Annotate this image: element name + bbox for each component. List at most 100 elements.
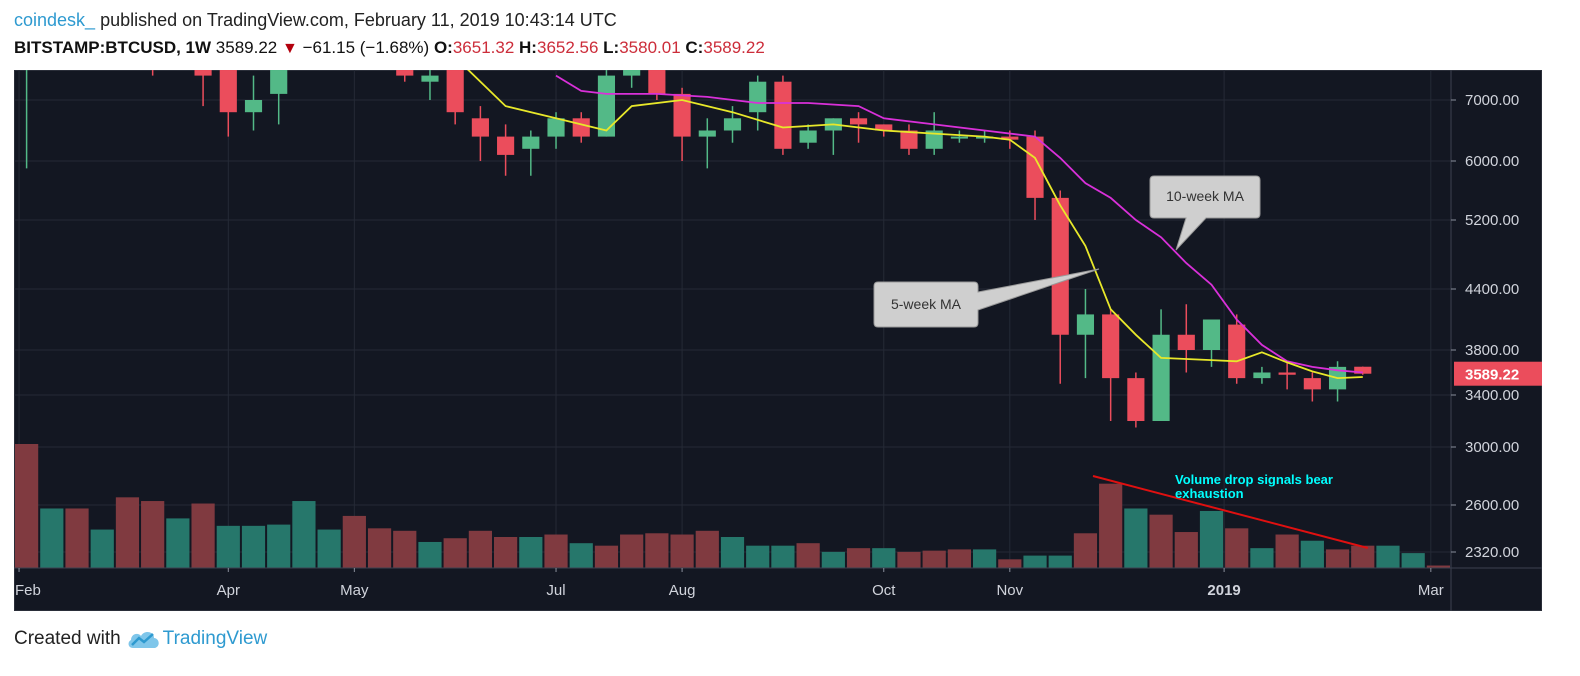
time-tick-label: Aug bbox=[669, 582, 696, 599]
volume-bars bbox=[15, 444, 1450, 568]
down-arrow-icon: ▼ bbox=[281, 40, 298, 57]
candle-body bbox=[1102, 314, 1120, 379]
volume-bar bbox=[443, 538, 467, 568]
open-label: O: bbox=[433, 38, 453, 57]
candle-body bbox=[925, 130, 943, 149]
candle-body bbox=[723, 118, 742, 131]
time-axis: Feb Apr May Jul Aug Oct Nov 2019 Mar bbox=[15, 568, 1444, 599]
volume-bar bbox=[1048, 555, 1072, 568]
time-tick-label: Mar bbox=[1418, 582, 1444, 599]
volume-bar bbox=[1376, 545, 1400, 568]
candle-body bbox=[1152, 334, 1170, 421]
candle-body bbox=[950, 136, 968, 139]
candle-body bbox=[1076, 314, 1095, 335]
volume-bar bbox=[1300, 540, 1324, 568]
candle-body bbox=[648, 70, 666, 94]
candle-body bbox=[446, 70, 464, 113]
volume-bar bbox=[90, 529, 114, 568]
candle-body bbox=[270, 70, 288, 94]
publisher-line: coindesk_ published on TradingView.com, … bbox=[14, 10, 617, 31]
volume-bar bbox=[897, 551, 921, 568]
volume-bar bbox=[1073, 533, 1098, 568]
volume-bar bbox=[65, 508, 89, 568]
candle-body bbox=[623, 70, 641, 76]
volume-bar bbox=[594, 545, 619, 568]
time-tick-label: Apr bbox=[217, 582, 240, 599]
volume-bar bbox=[519, 537, 543, 568]
candle-body bbox=[976, 136, 994, 139]
volume-bar bbox=[141, 501, 165, 568]
volume-bar bbox=[418, 541, 442, 568]
volume-bar bbox=[746, 545, 770, 568]
volume-bar bbox=[317, 529, 341, 568]
chart-background bbox=[14, 70, 1542, 611]
ma10-line bbox=[555, 74, 1363, 374]
volume-bar bbox=[821, 551, 845, 568]
volume-bar bbox=[720, 537, 745, 568]
volume-bar bbox=[166, 518, 190, 568]
price-tick-label: 3800.00 bbox=[1465, 342, 1519, 359]
low-label: L: bbox=[603, 38, 620, 57]
volume-bar bbox=[1023, 555, 1047, 568]
volume-bar bbox=[1225, 528, 1249, 568]
candle-body bbox=[1253, 372, 1271, 379]
time-tick-label: Jul bbox=[546, 582, 565, 599]
candle-body bbox=[1228, 324, 1246, 379]
time-tick-label: Feb bbox=[15, 582, 41, 599]
volume-bar bbox=[1426, 565, 1450, 568]
candle-body bbox=[597, 75, 616, 137]
volume-bar bbox=[40, 508, 64, 568]
volume-bar bbox=[1149, 514, 1173, 568]
candle-body bbox=[1177, 334, 1195, 350]
candle-body bbox=[1051, 197, 1069, 335]
last-price-badge bbox=[1454, 361, 1542, 386]
volume-bar bbox=[796, 543, 820, 568]
publisher-link[interactable]: coindesk_ bbox=[14, 10, 96, 30]
price-tick-label: 3000.00 bbox=[1465, 439, 1519, 456]
price-chart[interactable]: Volume drop signals bear exhaustion 10-wee… bbox=[14, 70, 1542, 611]
volume-bar bbox=[1174, 532, 1198, 568]
candle-body bbox=[673, 93, 691, 137]
price-tick-label: 3400.00 bbox=[1465, 387, 1519, 404]
tradingview-link[interactable]: TradingView bbox=[162, 628, 268, 649]
volume-bar bbox=[670, 534, 694, 568]
volume-bar bbox=[645, 533, 669, 568]
volume-bar bbox=[1275, 534, 1299, 568]
candle-body bbox=[1026, 136, 1044, 198]
low-value: 3580.01 bbox=[619, 38, 681, 57]
candle-body bbox=[1303, 378, 1321, 390]
candle-body bbox=[497, 136, 515, 155]
candle-body bbox=[1001, 136, 1019, 140]
volume-bar bbox=[191, 503, 215, 568]
volume-bar bbox=[872, 548, 896, 568]
tradingview-cloud-icon bbox=[128, 632, 159, 648]
price-tick-label: 2600.00 bbox=[1465, 497, 1519, 514]
candle-body bbox=[1354, 366, 1372, 374]
volume-bar bbox=[973, 549, 997, 568]
last-price-badge-label: 3589.22 bbox=[1465, 367, 1519, 384]
price-axis: 7000.00 6000.00 5200.00 4400.00 3800.00 3400.… bbox=[1451, 92, 1542, 561]
ma5-callout-text: 5-week MA bbox=[891, 296, 962, 312]
price-change: −61.15 (−1.68%) bbox=[302, 38, 430, 57]
ma10-callout-text: 10-week MA bbox=[1166, 188, 1244, 204]
volume-bar bbox=[1325, 549, 1350, 568]
volume-annotation-text: Volume drop signals bear exhaustion bbox=[1175, 472, 1333, 501]
candlesticks bbox=[25, 70, 1372, 428]
candle-body bbox=[1127, 378, 1145, 421]
candle-body bbox=[875, 124, 893, 131]
volume-bar bbox=[1351, 545, 1375, 568]
volume-annotation-line: Volume drop signals bear bbox=[1175, 472, 1333, 487]
volume-bar bbox=[494, 537, 518, 568]
price-tick-label: 6000.00 bbox=[1465, 153, 1519, 170]
symbol-label: BITSTAMP:BTCUSD, 1W bbox=[14, 38, 212, 57]
volume-bar bbox=[216, 525, 240, 568]
volume-bar bbox=[468, 530, 492, 568]
volume-annotation-line: exhaustion bbox=[1175, 486, 1244, 501]
candle-body bbox=[396, 70, 414, 76]
candle-body bbox=[194, 70, 212, 76]
candle-body bbox=[244, 100, 263, 113]
volume-bar bbox=[115, 497, 140, 568]
volume-bar bbox=[292, 501, 316, 568]
price-tick-label: 5200.00 bbox=[1465, 212, 1519, 229]
volume-bar bbox=[1401, 553, 1425, 568]
